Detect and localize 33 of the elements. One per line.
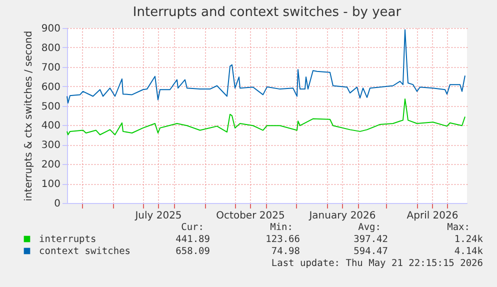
y-tick-label: 200 — [41, 160, 60, 171]
y-axis-title: interrupts & ctx switches / second — [23, 30, 34, 202]
line-series — [66, 29, 466, 104]
text: Last update: Thu May 21 22:15:15 2026 — [271, 258, 484, 269]
text: 74.98 — [271, 246, 300, 257]
text: Max: — [447, 222, 470, 233]
text: 1.24k — [454, 234, 484, 245]
text: Min: — [270, 222, 293, 233]
text: 658.09 — [176, 246, 210, 257]
x-tick-label: July 2025 — [134, 210, 182, 222]
x-tick-label: April 2026 — [406, 210, 458, 222]
legend-label: interrupts — [39, 234, 96, 245]
y-tick-label: 500 — [41, 101, 60, 112]
y-tick-label: 800 — [41, 42, 60, 54]
y-tick-label: 600 — [41, 82, 60, 93]
text: 441.89 — [176, 234, 210, 245]
legend-label: context switches — [39, 246, 131, 257]
text: 594.47 — [354, 246, 388, 257]
y-tick-label: 700 — [41, 62, 60, 74]
y-tick-label: 900 — [41, 24, 60, 34]
text: 4.14k — [454, 246, 484, 257]
x-tick-label: October 2025 — [216, 210, 285, 222]
text: 123.66 — [266, 234, 300, 245]
text: Cur: — [181, 222, 204, 233]
x-tick-label: January 2026 — [308, 210, 376, 222]
y-tick-label: 400 — [41, 120, 60, 132]
y-tick-label: 100 — [41, 179, 60, 190]
chart-title: Interrupts and context switches - by year — [132, 5, 402, 20]
text: 397.42 — [354, 234, 388, 245]
line-series — [66, 98, 466, 136]
y-tick-label: 0 — [54, 198, 60, 210]
text: Avg: — [358, 222, 381, 233]
y-tick-label: 300 — [41, 140, 60, 152]
